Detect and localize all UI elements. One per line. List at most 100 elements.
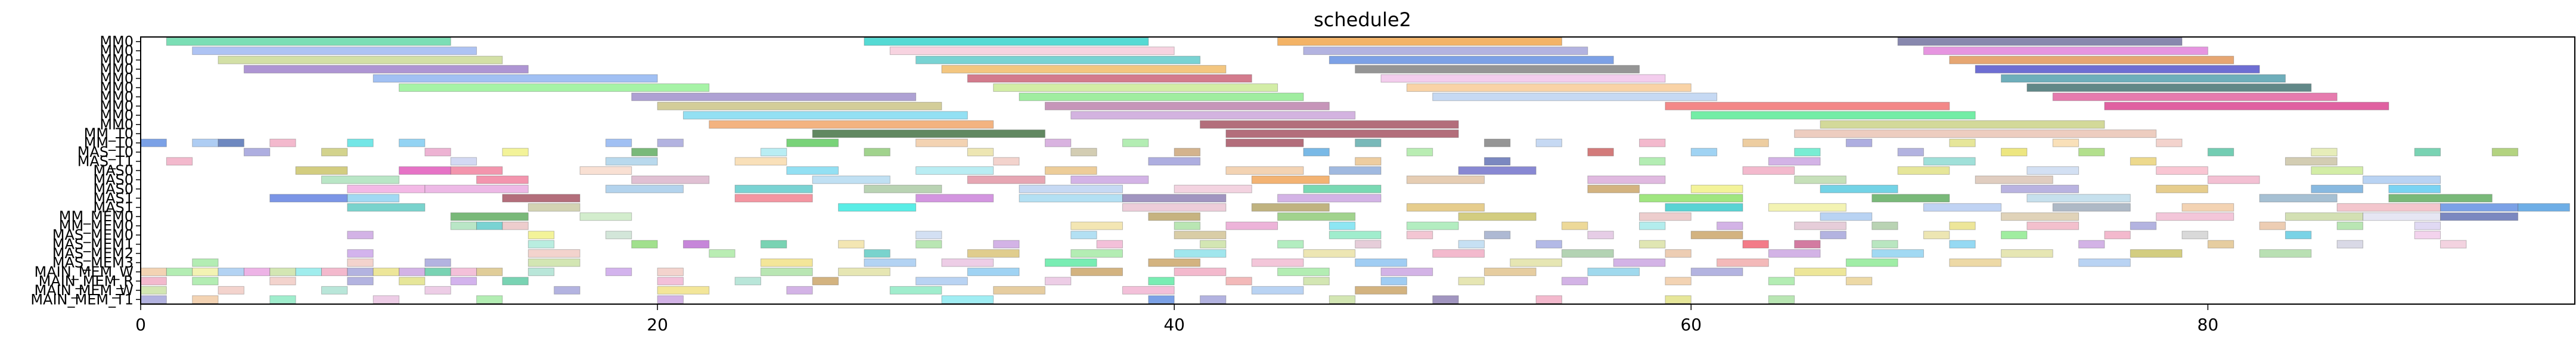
schedule-bar — [1355, 65, 1640, 74]
schedule-bar — [1665, 101, 1950, 110]
schedule-bar — [941, 65, 1227, 74]
schedule-bar — [734, 277, 762, 286]
schedule-bar — [1406, 175, 1485, 184]
schedule-bar — [1277, 212, 1356, 221]
y-tick-label: MAS0 — [93, 162, 134, 179]
schedule-bar — [605, 267, 632, 276]
schedule-bar — [1639, 157, 1666, 166]
schedule-bar — [2001, 184, 2080, 193]
schedule-bar — [941, 258, 994, 267]
schedule-bar — [218, 286, 244, 295]
y-tick-label: MM0 — [100, 107, 134, 123]
schedule-bar — [1277, 240, 1304, 249]
schedule-bar — [1587, 175, 1666, 184]
schedule-bar — [166, 267, 193, 276]
schedule-bar — [554, 286, 581, 295]
schedule-bar — [2388, 194, 2493, 203]
schedule-bar — [1820, 120, 2105, 129]
y-tick-label: MM0 — [100, 42, 134, 59]
chart-title: schedule2 — [1314, 8, 1411, 31]
schedule-bar — [1174, 148, 1201, 157]
y-tick-label: MAS_MEM1 — [52, 236, 134, 253]
schedule-bar — [1303, 47, 1588, 55]
schedule-bar — [838, 203, 917, 212]
schedule-bar — [2259, 221, 2286, 230]
schedule-bar — [761, 258, 813, 267]
schedule-bar — [2130, 249, 2183, 258]
schedule-bar — [373, 267, 400, 276]
schedule-bar — [321, 286, 348, 295]
y-tick-label: MM_MEM0 — [59, 208, 134, 225]
schedule-bar — [2440, 212, 2519, 221]
schedule-bar — [2078, 258, 2131, 267]
schedule-bar — [967, 74, 1252, 83]
schedule-bar — [450, 277, 477, 286]
schedule-bar — [2026, 166, 2080, 175]
schedule-bar — [269, 138, 296, 147]
schedule-bar — [2362, 175, 2441, 184]
schedule-bar — [2001, 212, 2080, 221]
schedule-bar — [1251, 203, 1330, 212]
schedule-bar — [2181, 203, 2234, 212]
schedule-bar — [1535, 138, 1563, 147]
schedule-bar — [1070, 221, 1123, 230]
y-tick-label: MAS1 — [93, 199, 134, 216]
schedule-bar — [915, 277, 968, 286]
schedule-bar — [1975, 175, 2053, 184]
schedule-bar — [218, 55, 503, 64]
schedule-bar — [1122, 138, 1149, 147]
schedule-bar — [476, 295, 503, 304]
schedule-bar — [1225, 138, 1304, 147]
schedule-bar — [786, 286, 813, 295]
schedule-bar — [1872, 221, 1898, 230]
schedule-bar — [527, 258, 581, 267]
schedule-bar — [347, 184, 426, 193]
schedule-bar — [2311, 184, 2363, 193]
schedule-bar — [1096, 240, 1123, 249]
schedule-bar — [1277, 267, 1330, 276]
schedule-bar — [1872, 194, 1950, 203]
schedule-bar — [450, 267, 477, 276]
schedule-bar — [1639, 194, 1743, 203]
schedule-bar — [1355, 157, 1382, 166]
schedule-bar — [1794, 240, 1821, 249]
schedule-bar — [1742, 240, 1769, 249]
schedule-bar — [864, 258, 917, 267]
schedule-bar — [1923, 47, 2208, 55]
schedule-bar — [1768, 277, 1795, 286]
schedule-bar — [657, 138, 684, 147]
schedule-bar — [2001, 231, 2028, 240]
schedule-bar — [1303, 277, 1330, 286]
schedule-bar — [1303, 184, 1382, 193]
schedule-bar — [1251, 175, 1330, 184]
schedule-bar — [1665, 249, 1692, 258]
schedule-bar — [1717, 258, 1769, 267]
schedule-bar — [2362, 212, 2441, 221]
schedule-bar — [2181, 231, 2208, 240]
schedule-bar — [605, 231, 632, 240]
schedule-bar — [1406, 221, 1459, 230]
schedule-bar — [2414, 221, 2441, 230]
schedule-bar — [1535, 295, 1563, 304]
schedule-bar — [347, 194, 400, 203]
schedule-bar — [2156, 212, 2234, 221]
schedule-bar — [2001, 148, 2028, 157]
schedule-bar — [2336, 221, 2363, 230]
schedule-bar — [166, 157, 193, 166]
schedule-bar — [864, 37, 1149, 46]
schedule-bar — [1303, 148, 1330, 157]
y-tick-label: MAS0 — [93, 181, 134, 197]
schedule-bar — [1070, 148, 1097, 157]
schedule-bar — [2130, 221, 2157, 230]
schedule-bar — [579, 212, 632, 221]
schedule-bar — [889, 47, 1175, 55]
y-tick-label: MM_T0 — [84, 135, 134, 151]
schedule-bar — [1690, 184, 1743, 193]
schedule-bar — [993, 83, 1278, 92]
schedule-bar — [424, 258, 451, 267]
schedule-bar — [1768, 295, 1795, 304]
schedule-bar — [2156, 166, 2208, 175]
schedule-bar — [1897, 166, 1950, 175]
y-tick-label: MAIN_MEM_R — [39, 273, 134, 289]
